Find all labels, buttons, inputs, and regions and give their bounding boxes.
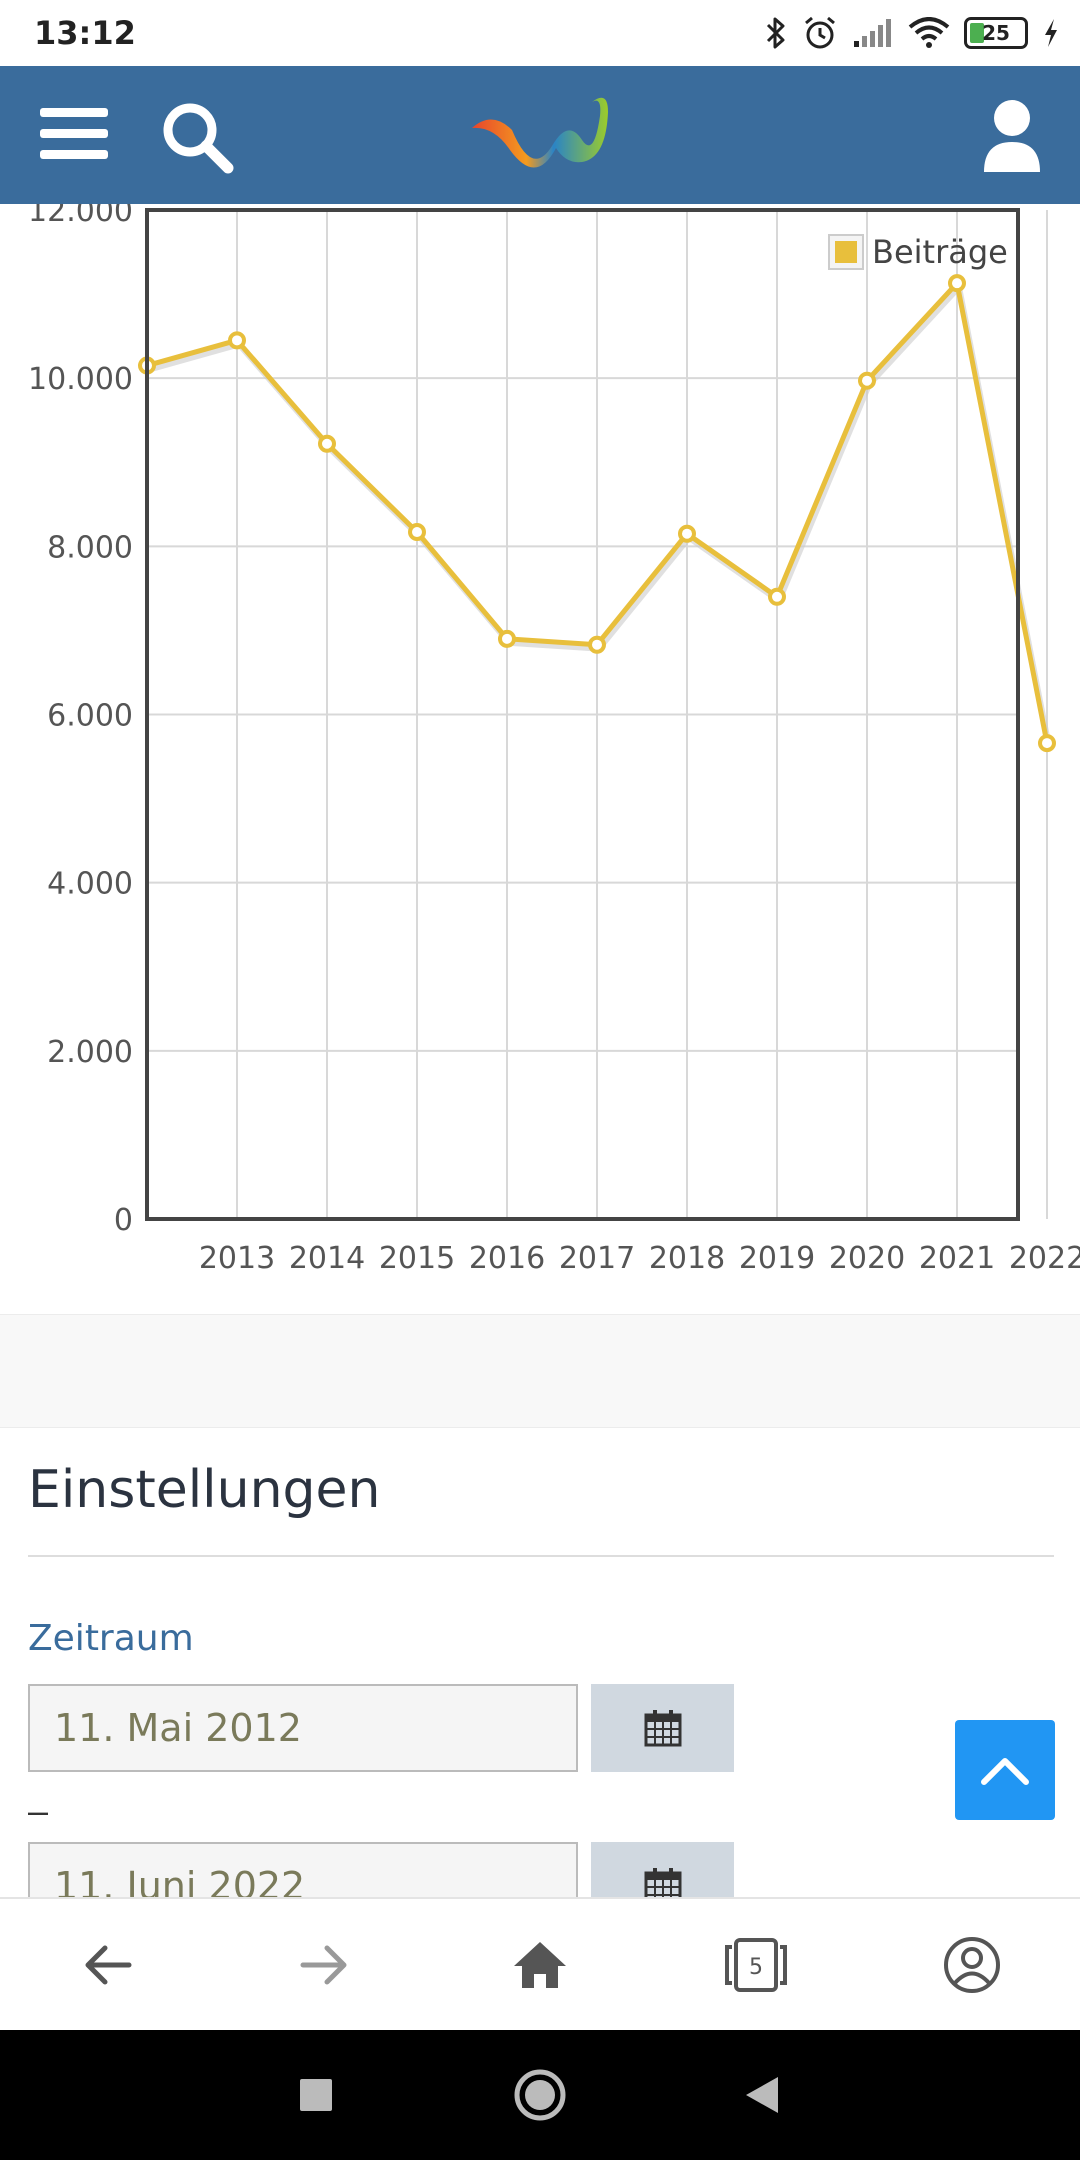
status-time: 13:12 (34, 14, 136, 52)
data-point (768, 587, 786, 606)
date-from-input[interactable]: 11. Mai 2012 (28, 1684, 578, 1772)
data-point (498, 629, 516, 648)
x-tick-label: 2018 (649, 1241, 725, 1276)
x-tick-label: 2017 (559, 1241, 635, 1276)
y-tick-label: 10.000 (28, 362, 133, 397)
chevron-up-icon (981, 1758, 1029, 1785)
forward-arrow-icon (300, 1945, 347, 1985)
home-icon (514, 1942, 566, 1988)
tab-count: 5 (749, 1955, 763, 1980)
settings-title: Einstellungen (28, 1460, 381, 1520)
x-tick-label: 2020 (829, 1241, 905, 1276)
wifi-icon (908, 17, 950, 48)
account-icon (944, 1937, 1000, 1993)
y-tick-label: 8.000 (47, 530, 133, 565)
legend-label: Beiträge (872, 233, 1008, 271)
tabs-button[interactable]: 5 (716, 1925, 796, 2005)
alarm-icon (805, 16, 835, 49)
tabs-icon: 5 (725, 1938, 787, 1992)
plot-border (145, 208, 1020, 1221)
browser-toolbar: 5 (0, 1897, 1080, 2030)
forward-button[interactable] (284, 1925, 364, 2005)
data-point (408, 523, 426, 542)
period-label: Zeitraum (28, 1618, 194, 1659)
back-button[interactable] (68, 1925, 148, 2005)
scroll-to-top-button[interactable] (955, 1720, 1055, 1820)
app-header (0, 66, 1080, 204)
battery-level: 25 (982, 21, 1010, 45)
x-tick-label: 2016 (469, 1241, 545, 1276)
legend: Beiträge (828, 233, 1008, 271)
data-point (858, 371, 876, 390)
status-bar: 13:12 25 (0, 0, 1080, 66)
y-tick-label: 0 (114, 1203, 133, 1238)
system-back-button[interactable] (722, 2055, 802, 2135)
data-point (588, 635, 606, 654)
date-from-calendar-button[interactable] (591, 1684, 734, 1772)
bluetooth-icon (766, 17, 785, 49)
line-chart: 0 2.000 4.000 6.000 8.000 10.000 12.000 2013 20… (28, 204, 1080, 1276)
x-tick-label: 2021 (919, 1241, 995, 1276)
x-tick-label: 2019 (739, 1241, 815, 1276)
home-button[interactable] (500, 1925, 580, 2005)
data-point (948, 274, 966, 293)
y-tick-label: 6.000 (47, 699, 133, 734)
battery-icon: 25 (964, 17, 1028, 49)
menu-icon[interactable] (40, 104, 108, 164)
signal-icon (854, 19, 891, 47)
calendar-icon (644, 1710, 681, 1747)
user-icon[interactable] (982, 98, 1042, 174)
spacer-band (0, 1314, 1080, 1428)
data-point (318, 434, 336, 453)
home-circle-icon (514, 2069, 566, 2121)
recent-apps-button[interactable] (276, 2055, 356, 2135)
x-tick-label: 2014 (289, 1241, 365, 1276)
system-nav-bar (0, 2030, 1080, 2160)
y-tick-label: 4.000 (47, 867, 133, 902)
charging-icon (1045, 19, 1057, 47)
search-icon[interactable] (160, 100, 236, 176)
date-separator: – (28, 1790, 49, 1831)
logo-icon[interactable] (470, 88, 615, 180)
divider (28, 1555, 1054, 1557)
x-tick-label: 2022 (1009, 1241, 1080, 1276)
data-point (678, 524, 696, 543)
y-tick-label: 2.000 (47, 1035, 133, 1070)
back-arrow-icon (85, 1945, 132, 1985)
status-icons: 25 (764, 12, 1060, 54)
series-line-shadow (148, 280, 1052, 748)
x-tick-label: 2013 (199, 1241, 275, 1276)
data-point (1038, 734, 1056, 753)
data-point (228, 331, 246, 350)
system-home-button[interactable] (500, 2055, 580, 2135)
y-tick-label: 12.000 (28, 204, 133, 229)
account-button[interactable] (932, 1925, 1012, 2005)
x-tick-label: 2015 (379, 1241, 455, 1276)
back-triangle-icon (746, 2077, 778, 2113)
recent-apps-icon (300, 2079, 332, 2111)
